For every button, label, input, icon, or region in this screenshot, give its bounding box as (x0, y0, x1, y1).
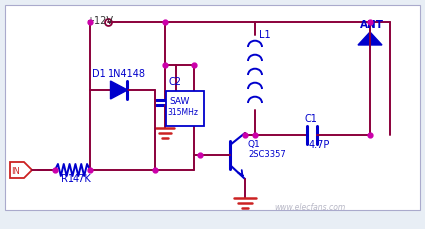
Polygon shape (110, 81, 128, 99)
Text: L1: L1 (259, 30, 271, 40)
Text: C2: C2 (169, 77, 182, 87)
Text: C1: C1 (304, 114, 317, 124)
Text: www.elecfans.com: www.elecfans.com (275, 203, 346, 212)
Text: IN: IN (11, 166, 20, 175)
FancyBboxPatch shape (5, 5, 420, 210)
Text: Q1: Q1 (248, 140, 261, 149)
Bar (166, 90, 204, 125)
Polygon shape (358, 32, 382, 45)
Text: +12V: +12V (86, 16, 113, 26)
Text: 4.7P: 4.7P (309, 140, 330, 150)
Text: SAW: SAW (169, 97, 190, 106)
Text: 47K: 47K (73, 174, 91, 184)
Text: R1: R1 (60, 174, 74, 184)
Text: 2SC3357: 2SC3357 (248, 150, 286, 159)
Text: ANT: ANT (360, 20, 384, 30)
Text: 1N4148: 1N4148 (108, 69, 146, 79)
Text: D1: D1 (92, 69, 106, 79)
Text: 315MHz: 315MHz (167, 108, 198, 117)
